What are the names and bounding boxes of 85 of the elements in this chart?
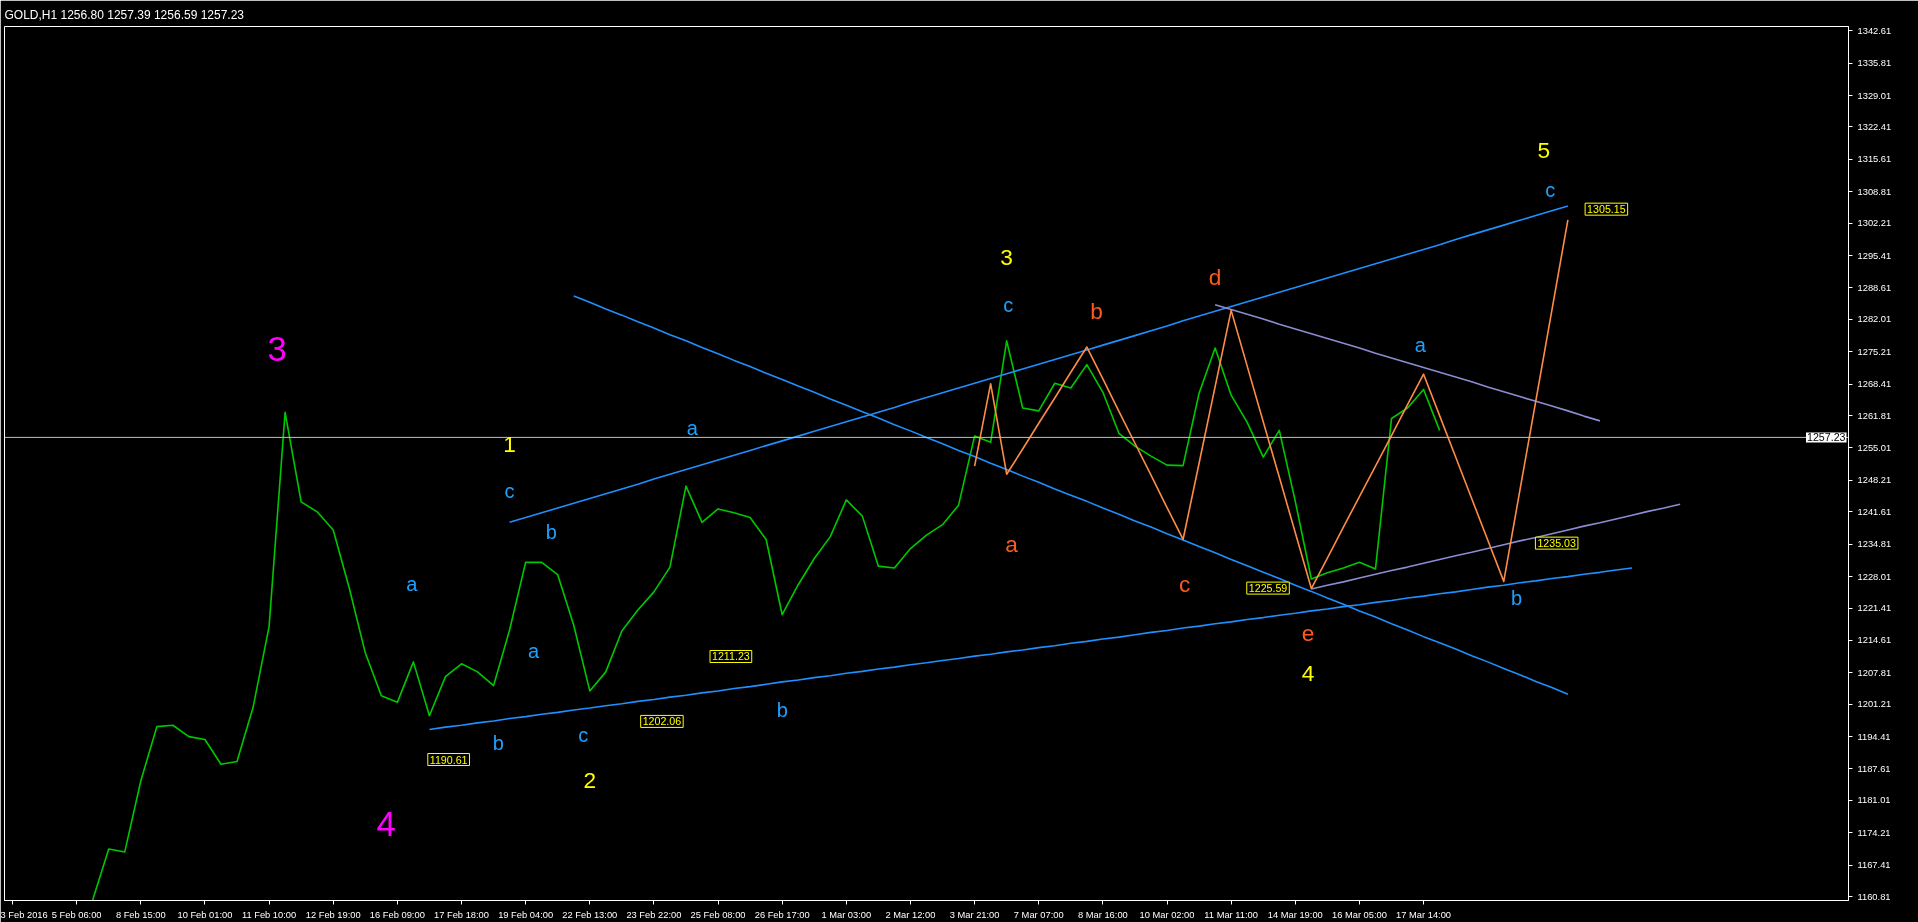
y-tick-label: 1187.61 bbox=[1857, 764, 1891, 774]
x-tick-label: 22 Feb 13:00 bbox=[562, 909, 618, 920]
annotation: 1305.15 bbox=[1587, 203, 1626, 216]
annotation: 1225.59 bbox=[1248, 582, 1288, 595]
x-tick-label: 10 Mar 02:00 bbox=[1139, 909, 1195, 920]
y-tick-label: 1241.61 bbox=[1857, 506, 1892, 517]
chart-title: GOLD,H1 1256.80 1257.39 1256.59 1257.23 bbox=[4, 7, 245, 22]
annotation: c bbox=[504, 479, 515, 502]
x-tick-label: 3 Feb 2016 bbox=[0, 909, 48, 920]
x-tick-label: 19 Feb 04:00 bbox=[498, 909, 554, 920]
x-tick-label: 26 Feb 17:00 bbox=[754, 909, 810, 920]
y-tick-label: 1207.81 bbox=[1857, 667, 1892, 678]
annotation: d bbox=[1208, 264, 1222, 291]
x-tick-label: 16 Mar 05:00 bbox=[1331, 909, 1387, 920]
line-series bbox=[1214, 303, 1601, 422]
annotation: 4 bbox=[376, 804, 396, 843]
x-tick-label: 3 Mar 21:00 bbox=[949, 909, 1000, 920]
annotation: e bbox=[1301, 620, 1315, 647]
annotation: 1235.03 bbox=[1537, 537, 1576, 550]
annotation: a bbox=[686, 417, 699, 440]
x-tick-label: 11 Mar 11:00 bbox=[1204, 909, 1258, 920]
y-tick-label: 1295.41 bbox=[1857, 250, 1892, 261]
annotation: b bbox=[1511, 587, 1523, 610]
x-tick-label: 16 Feb 09:00 bbox=[369, 909, 425, 920]
annotation: b bbox=[545, 521, 557, 544]
y-tick-label: 1214.61 bbox=[1857, 635, 1892, 646]
y-tick-label: 1315.61 bbox=[1857, 154, 1892, 165]
y-tick-label: 1160.81 bbox=[1857, 891, 1891, 902]
annotation: c bbox=[1545, 178, 1556, 201]
annotation: 3 bbox=[267, 330, 287, 369]
annotation: a bbox=[528, 640, 541, 663]
y-tick-label: 1248.21 bbox=[1857, 475, 1892, 486]
ref-line-label: 1257.23 bbox=[1806, 431, 1846, 444]
annotation: 1 bbox=[503, 431, 516, 458]
y-tick-label: 1221.41 bbox=[1857, 603, 1892, 614]
annotation: 2 bbox=[583, 767, 597, 794]
x-tick-label: 12 Feb 19:00 bbox=[305, 909, 361, 920]
y-tick-label: 1167.41 bbox=[1857, 860, 1891, 871]
annotation: b bbox=[492, 731, 504, 754]
y-tick-label: 1329.01 bbox=[1857, 90, 1892, 101]
x-tick-label: 23 Feb 22:00 bbox=[626, 909, 682, 920]
annotation: 4 bbox=[1301, 660, 1315, 687]
y-tick-label: 1174.21 bbox=[1857, 827, 1891, 838]
x-tick-label: 17 Feb 18:00 bbox=[434, 909, 489, 920]
x-tick-label: 1 Mar 03:00 bbox=[821, 909, 872, 920]
y-tick-label: 1228.01 bbox=[1857, 571, 1892, 582]
annotation: c bbox=[1179, 570, 1191, 597]
x-tick-label: 8 Mar 16:00 bbox=[1077, 909, 1128, 920]
x-tick-label: 25 Feb 08:00 bbox=[690, 909, 746, 920]
annotation: 1202.06 bbox=[642, 715, 682, 728]
x-tick-label: 14 Mar 19:00 bbox=[1267, 909, 1323, 920]
annotation: 3 bbox=[1000, 244, 1013, 271]
x-tick-label: 10 Feb 01:00 bbox=[177, 909, 233, 920]
y-tick-label: 1342.61 bbox=[1857, 25, 1892, 36]
y-tick-label: 1181.01 bbox=[1857, 795, 1891, 806]
y-tick-label: 1275.21 bbox=[1857, 346, 1892, 357]
y-tick-label: 1288.61 bbox=[1857, 282, 1892, 293]
y-tick-label: 1322.41 bbox=[1857, 121, 1892, 132]
y-tick-label: 1234.81 bbox=[1857, 539, 1892, 550]
annotation: c bbox=[1003, 294, 1014, 317]
annotation: a bbox=[1414, 333, 1427, 356]
line-series bbox=[1310, 503, 1681, 590]
x-tick-label: 17 Mar 14:00 bbox=[1396, 909, 1452, 920]
x-tick-label: 5 Feb 06:00 bbox=[51, 909, 102, 920]
annotation: 1211.23 bbox=[712, 650, 750, 663]
annotation: 5 bbox=[1537, 137, 1551, 164]
annotation: c bbox=[578, 723, 589, 746]
x-tick-label: 7 Mar 07:00 bbox=[1013, 909, 1064, 920]
y-tick-label: 1308.81 bbox=[1857, 186, 1892, 197]
annotation: a bbox=[406, 572, 419, 595]
y-tick-label: 1261.81 bbox=[1857, 410, 1892, 421]
y-tick-label: 1282.01 bbox=[1857, 314, 1892, 325]
y-tick-label: 1255.01 bbox=[1857, 442, 1892, 453]
y-tick-label: 1302.21 bbox=[1857, 218, 1892, 229]
x-tick-label: 11 Feb 10:00 bbox=[241, 909, 297, 920]
y-tick-label: 1201.21 bbox=[1857, 699, 1892, 710]
x-tick-label: 2 Mar 12:00 bbox=[885, 909, 936, 920]
y-tick-label: 1268.41 bbox=[1857, 379, 1892, 390]
annotation: b bbox=[776, 698, 788, 721]
annotation: a bbox=[1005, 531, 1019, 558]
annotation: 1190.61 bbox=[429, 753, 468, 766]
x-tick-label: 8 Feb 15:00 bbox=[115, 909, 166, 920]
y-tick-label: 1335.81 bbox=[1857, 58, 1892, 69]
y-tick-label: 1194.41 bbox=[1857, 731, 1891, 742]
annotation: b bbox=[1090, 298, 1103, 325]
